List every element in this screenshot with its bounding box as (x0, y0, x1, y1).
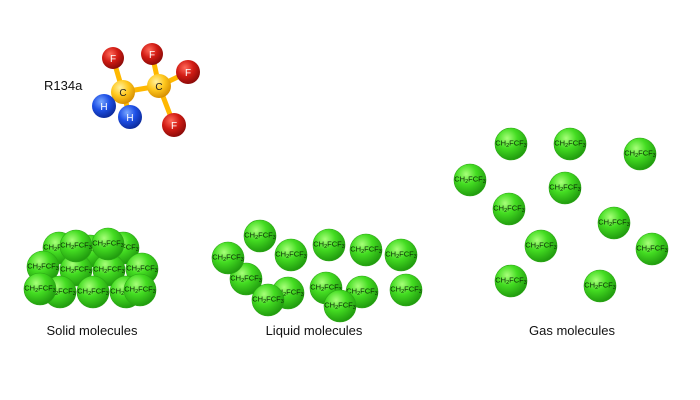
molecule-formula-label: CH2FCF3 (313, 240, 345, 251)
molecule-formula-label: CH2FCF3 (495, 139, 527, 150)
molecule-name-label: R134a (44, 78, 82, 94)
molecule-formula-label: CH2FCF3 (212, 253, 244, 264)
molecule-formula-label: CH2FCF3 (350, 245, 382, 256)
solid-molecule-11: CH2FCF3 (60, 230, 92, 262)
gas-molecule-8: CH2FCF3 (636, 233, 668, 265)
molecule-formula-label: CH2FCF3 (126, 264, 158, 275)
liquid-molecule-13: CH2FCF3 (324, 290, 356, 322)
svg-text:F: F (185, 68, 191, 79)
svg-text:F: F (110, 54, 116, 65)
gas-molecule-9: CH2FCF3 (495, 265, 527, 297)
solid-molecule-13: CH2FCF3 (24, 273, 56, 305)
atom-fluorine-1: F (102, 47, 124, 69)
gas-molecule-11: CH2FCF3 (454, 164, 486, 196)
gas-molecule-5: CH2FCF3 (493, 193, 525, 225)
gas-molecule-7: CH2FCF3 (525, 230, 557, 262)
molecule-formula-label: CH2FCF3 (60, 265, 92, 276)
molecule-formula-label: CH2FCF3 (549, 183, 581, 194)
liquid-molecule-5: CH2FCF3 (385, 239, 417, 271)
liquid-caption: Liquid molecules (266, 323, 363, 339)
liquid-molecule-2: CH2FCF3 (275, 239, 307, 271)
molecule-formula-label: CH2FCF3 (624, 149, 656, 160)
liquid-molecule-4: CH2FCF3 (350, 234, 382, 266)
atom-hydrogen-1: H (92, 94, 116, 118)
gas-molecule-3: CH2FCF3 (624, 138, 656, 170)
solid-molecule-9: CH2FCF3 (77, 276, 109, 308)
molecule-formula-label: CH2FCF3 (244, 231, 276, 242)
solid-caption: Solid molecules (46, 323, 137, 339)
svg-text:C: C (155, 82, 162, 93)
molecule-formula-label: CH2FCF3 (385, 250, 417, 261)
gas-molecule-10: CH2FCF3 (584, 270, 616, 302)
molecule-formula-label: CH2FCF3 (60, 241, 92, 252)
molecule-formula-label: CH2FCF3 (230, 274, 262, 285)
atom-fluorine-4: F (162, 113, 186, 137)
liquid-molecule-3: CH2FCF3 (313, 229, 345, 261)
molecule-formula-label: CH2FCF3 (92, 239, 124, 250)
liquid-molecule-11: CH2FCF3 (212, 242, 244, 274)
svg-text:H: H (126, 113, 133, 124)
molecule-formula-label: CH2FCF3 (390, 285, 422, 296)
gas-molecule-cluster: CH2FCF3 CH2FCF3 CH2FCF3 CH2FCF3 CH2FCF3 CH2FC… (454, 128, 668, 302)
liquid-molecule-12: CH2FCF3 (252, 284, 284, 316)
molecule-formula-label: CH2FCF3 (24, 284, 56, 295)
molecule-formula-label: CH2FCF3 (598, 218, 630, 229)
molecule-formula-label: CH2FCF3 (636, 244, 668, 255)
liquid-molecule-10: CH2FCF3 (390, 274, 422, 306)
svg-text:F: F (171, 121, 177, 132)
gas-molecule-6: CH2FCF3 (598, 207, 630, 239)
gas-molecule-1: CH2FCF3 (495, 128, 527, 160)
molecule-formula-label: CH2FCF3 (554, 139, 586, 150)
solid-molecule-12: CH2FCF3 (92, 228, 124, 260)
molecule-formula-label: CH2FCF3 (525, 241, 557, 252)
molecule-formula-label: CH2FCF3 (275, 250, 307, 261)
atom-carbon-2: C (147, 74, 171, 98)
molecule-formula-label: CH2FCF3 (252, 295, 284, 306)
solid-molecule-14: CH2FCF3 (124, 274, 156, 306)
molecule-formula-label: CH2FCF3 (324, 301, 356, 312)
gas-caption: Gas molecules (529, 323, 615, 339)
molecule-formula-label: CH2FCF3 (27, 262, 59, 273)
molecule-formula-label: CH2FCF3 (454, 175, 486, 186)
svg-text:H: H (100, 102, 107, 113)
atom-fluorine-2: F (141, 43, 163, 65)
gas-molecule-4: CH2FCF3 (549, 172, 581, 204)
molecule-formula-label: CH2FCF3 (495, 276, 527, 287)
atom-hydrogen-2: H (118, 105, 142, 129)
molecule-formula-label: CH2FCF3 (77, 287, 109, 298)
gas-molecule-2: CH2FCF3 (554, 128, 586, 160)
atom-fluorine-3: F (176, 60, 200, 84)
molecule-formula-label: CH2FCF3 (124, 285, 156, 296)
molecule-formula-label: CH2FCF3 (493, 204, 525, 215)
r134a-molecule-model: F F F C C H H (92, 43, 200, 137)
svg-text:C: C (119, 88, 126, 99)
svg-text:F: F (149, 50, 155, 61)
molecule-formula-label: CH2FCF3 (93, 265, 125, 276)
solid-molecule-cluster: CH2FCF3CH2FCF3CH2FCF3CH2FCF3CH2FCF3CH2FC… (24, 228, 158, 308)
molecule-formula-label: CH2FCF3 (584, 281, 616, 292)
liquid-molecule-1: CH2FCF3 (244, 220, 276, 252)
